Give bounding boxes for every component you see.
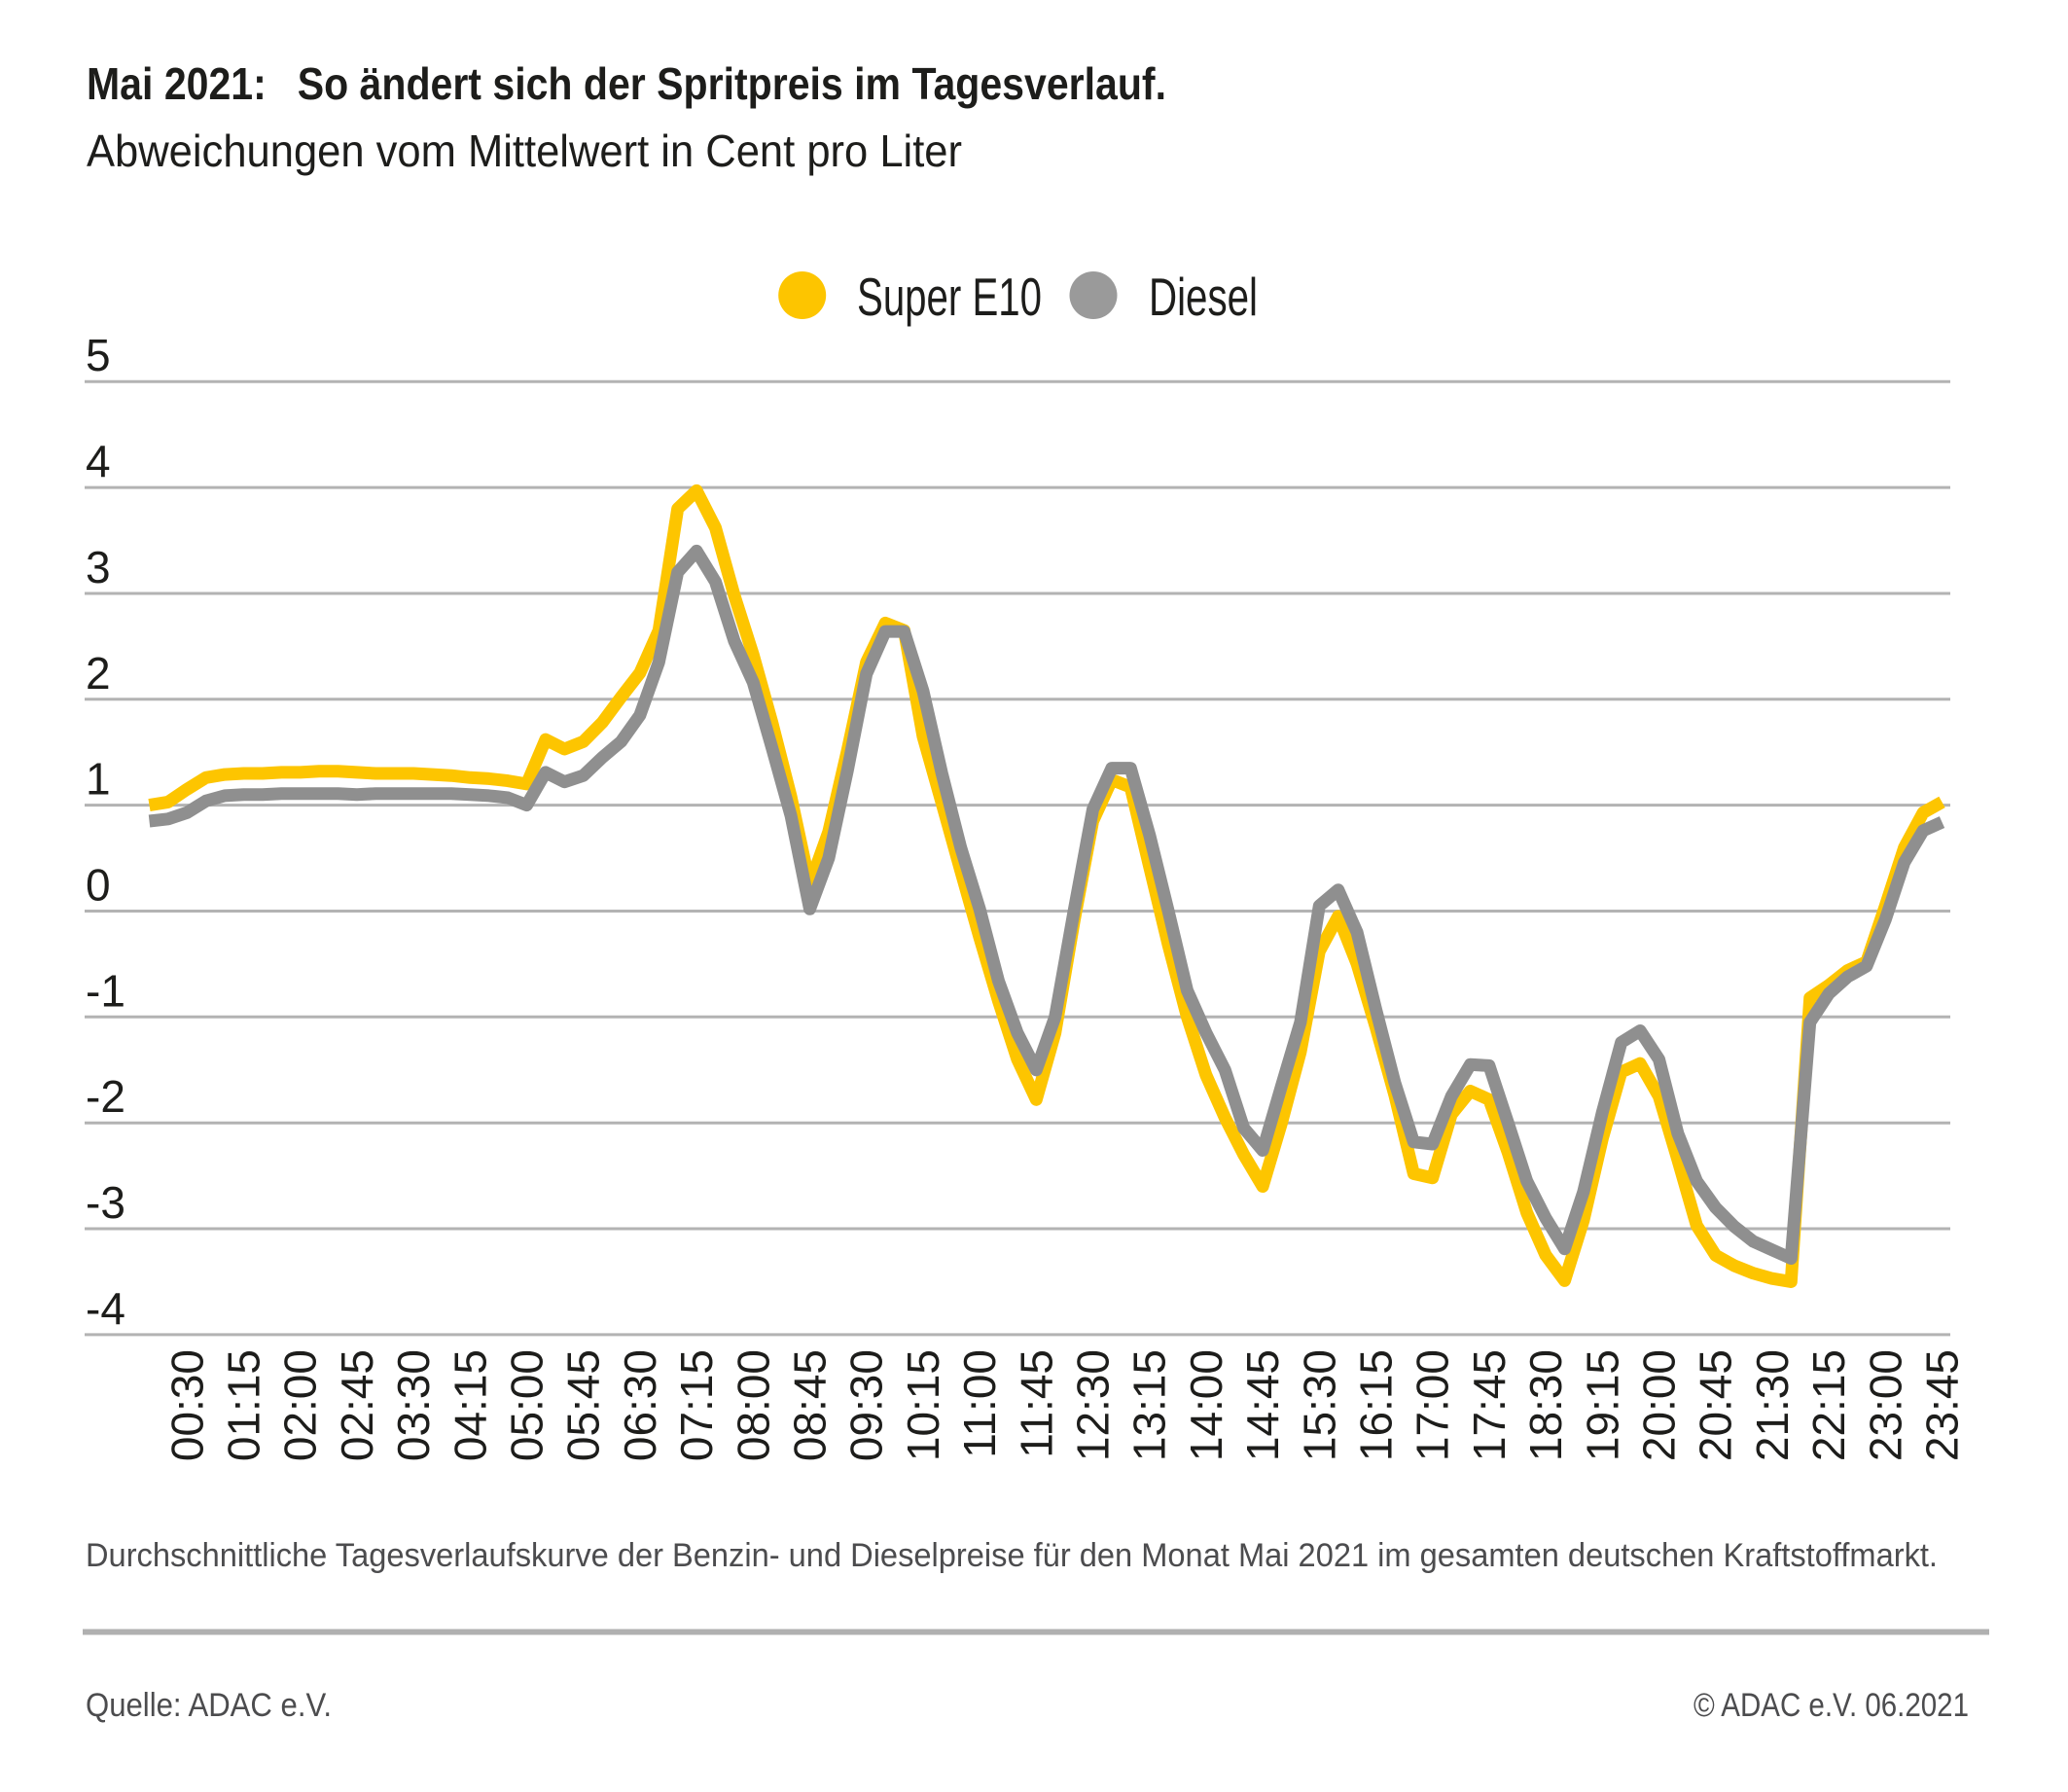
svg-text:11:45: 11:45 xyxy=(1011,1349,1061,1458)
svg-text:00:30: 00:30 xyxy=(161,1349,212,1461)
svg-text:02:45: 02:45 xyxy=(332,1349,382,1461)
svg-text:0: 0 xyxy=(86,860,111,911)
svg-text:2: 2 xyxy=(86,648,111,699)
svg-text:23:00: 23:00 xyxy=(1860,1349,1910,1461)
svg-text:-4: -4 xyxy=(86,1283,125,1334)
svg-text:06:30: 06:30 xyxy=(615,1349,665,1461)
svg-text:21:30: 21:30 xyxy=(1747,1349,1798,1461)
svg-text:5: 5 xyxy=(86,330,111,380)
svg-text:13:15: 13:15 xyxy=(1124,1349,1175,1461)
svg-text:16:15: 16:15 xyxy=(1351,1349,1402,1461)
svg-text:17:45: 17:45 xyxy=(1464,1349,1515,1461)
svg-text:20:00: 20:00 xyxy=(1634,1349,1685,1461)
svg-text:04:15: 04:15 xyxy=(445,1349,495,1461)
svg-text:Mai 2021: So ändert sich der: Mai 2021: So ändert sich der Spritpreis … xyxy=(87,58,1166,109)
svg-text:07:15: 07:15 xyxy=(671,1349,722,1461)
svg-text:03:30: 03:30 xyxy=(388,1349,439,1461)
svg-text:-3: -3 xyxy=(86,1177,125,1228)
svg-text:02:00: 02:00 xyxy=(275,1349,326,1461)
svg-text:Durchschnittliche Tagesverlauf: Durchschnittliche Tagesverlaufskurve der… xyxy=(86,1537,1938,1574)
svg-text:05:00: 05:00 xyxy=(502,1349,553,1461)
svg-text:22:15: 22:15 xyxy=(1803,1349,1854,1461)
svg-text:20:45: 20:45 xyxy=(1691,1349,1741,1461)
svg-text:-2: -2 xyxy=(86,1071,125,1122)
svg-text:08:00: 08:00 xyxy=(728,1349,778,1461)
svg-text:05:45: 05:45 xyxy=(558,1349,609,1461)
svg-text:15:30: 15:30 xyxy=(1294,1349,1344,1461)
svg-text:19:15: 19:15 xyxy=(1577,1349,1627,1461)
svg-text:11:00: 11:00 xyxy=(954,1349,1005,1458)
svg-text:Diesel: Diesel xyxy=(1149,267,1258,327)
svg-text:23:45: 23:45 xyxy=(1917,1349,1968,1461)
svg-text:01:15: 01:15 xyxy=(219,1349,269,1461)
svg-text:-1: -1 xyxy=(86,965,125,1016)
svg-text:17:00: 17:00 xyxy=(1408,1349,1458,1461)
svg-text:14:00: 14:00 xyxy=(1181,1349,1231,1461)
svg-text:14:45: 14:45 xyxy=(1237,1349,1288,1461)
svg-text:1: 1 xyxy=(86,754,111,805)
svg-text:12:30: 12:30 xyxy=(1068,1349,1119,1461)
svg-text:4: 4 xyxy=(86,436,111,486)
svg-text:Abweichungen vom Mittelwert in: Abweichungen vom Mittelwert in Cent pro … xyxy=(87,125,962,176)
svg-text:Quelle: ADAC e.V.: Quelle: ADAC e.V. xyxy=(86,1687,332,1724)
svg-text:3: 3 xyxy=(86,542,111,592)
svg-text:10:15: 10:15 xyxy=(898,1349,948,1461)
svg-text:Super E10: Super E10 xyxy=(857,267,1042,327)
svg-text:© ADAC e.V. 06.2021: © ADAC e.V. 06.2021 xyxy=(1694,1687,1969,1724)
svg-text:09:30: 09:30 xyxy=(841,1349,892,1461)
svg-text:08:45: 08:45 xyxy=(785,1349,836,1461)
svg-text:18:30: 18:30 xyxy=(1520,1349,1571,1461)
